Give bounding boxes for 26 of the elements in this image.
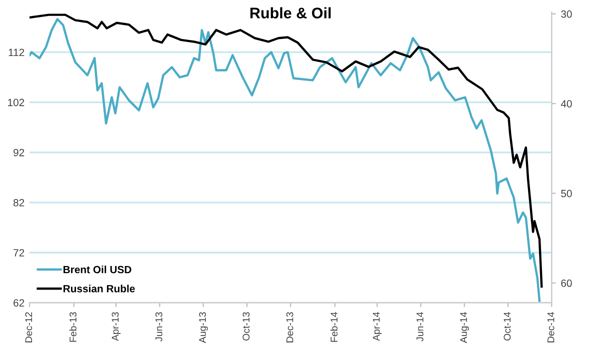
- y2-tick-label: 30: [561, 10, 572, 18]
- x-tick-label: Apr-14: [372, 312, 382, 341]
- x-tick-label: Apr-13: [112, 312, 121, 341]
- x-tick-label: Oct-14: [504, 312, 511, 340]
- legend-label: Brent Oil USD: [64, 266, 132, 274]
- y-tick-label: 102: [8, 98, 24, 106]
- x-tick-label: Jun-14: [416, 312, 424, 342]
- y-tick-label: 62: [14, 299, 24, 307]
- legend-label: Russian Ruble: [64, 284, 135, 292]
- x-tick-label: Dec-14: [547, 312, 554, 342]
- y-tick-label: 82: [14, 199, 24, 206]
- x-tick-label: Dec-13: [286, 312, 294, 342]
- chart-title: Ruble & Oil: [250, 7, 331, 18]
- y2-tick-label: 40: [560, 100, 572, 108]
- y2-tick-label: 60: [561, 280, 572, 287]
- y-tick-label: 72: [14, 249, 24, 256]
- x-tick-label: Aug-14: [460, 312, 469, 344]
- x-tick-label: Oct-13: [242, 312, 250, 340]
- x-tick-label: Aug-13: [199, 312, 208, 344]
- y-tick-label: 92: [14, 148, 24, 156]
- x-tick-label: Feb-14: [330, 312, 338, 342]
- y-tick-label: 112: [8, 48, 24, 56]
- x-tick-label: Dec-12: [25, 312, 32, 342]
- x-tick-label: Jun-13: [155, 312, 162, 342]
- x-tick-label: Feb-13: [69, 312, 76, 342]
- y2-tick-label: 50: [561, 190, 572, 198]
